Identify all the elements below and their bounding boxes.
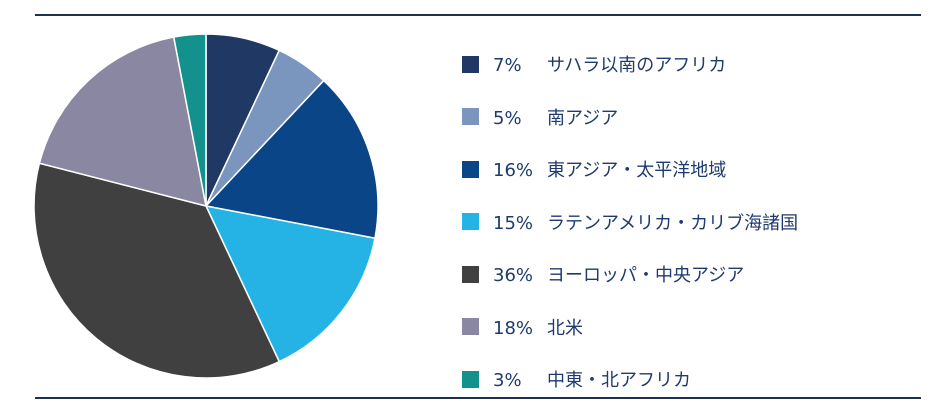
- legend-percent: 36%: [493, 265, 534, 287]
- pie-slice: [33, 162, 281, 379]
- legend-swatch: [462, 55, 479, 73]
- legend-swatch: [462, 265, 479, 283]
- legend-percent: 18%: [493, 317, 534, 339]
- legend-swatch: [462, 213, 479, 231]
- legend-swatch: [462, 370, 479, 388]
- legend-item: 3% 中東・北アフリカ: [462, 353, 798, 406]
- top-rule: [35, 14, 921, 16]
- legend-item: 7% サハラ以南のアフリカ: [462, 38, 798, 91]
- legend-percent: 7%: [493, 55, 522, 77]
- legend-label: 東アジア・太平洋地域: [547, 160, 727, 182]
- legend-swatch: [462, 108, 479, 126]
- legend-percent: 3%: [493, 370, 522, 392]
- legend-item: 5% 南アジア: [462, 91, 798, 144]
- legend-swatch: [462, 160, 479, 178]
- legend-label: 中東・北アフリカ: [547, 370, 691, 392]
- legend-item: 15% ラテンアメリカ・カリブ海諸国: [462, 196, 798, 249]
- legend-item: 36% ヨーロッパ・中央アジア: [462, 248, 798, 301]
- pie-slice: [204, 79, 379, 240]
- legend-percent: 15%: [493, 212, 534, 234]
- pie-slice: [38, 36, 207, 208]
- legend-label: ヨーロッパ・中央アジア: [547, 265, 745, 287]
- legend-item: 16% 東アジア・太平洋地域: [462, 143, 798, 196]
- legend: 7% サハラ以南のアフリカ 5% 南アジア 16% 東アジア・太平洋地域 15% ラテン…: [462, 38, 798, 406]
- legend-label: ラテンアメリカ・カリブ海諸国: [547, 212, 799, 234]
- legend-label: サハラ以南のアフリカ: [547, 55, 727, 77]
- pie-slice: [204, 204, 376, 363]
- bottom-rule: [35, 397, 921, 399]
- pie-slice: [172, 33, 207, 207]
- legend-label: 南アジア: [547, 107, 619, 129]
- legend-item: 18% 北米: [462, 301, 798, 354]
- legend-percent: 5%: [493, 107, 522, 129]
- legend-label: 北米: [547, 317, 583, 339]
- legend-percent: 16%: [493, 160, 534, 182]
- legend-swatch: [462, 318, 479, 336]
